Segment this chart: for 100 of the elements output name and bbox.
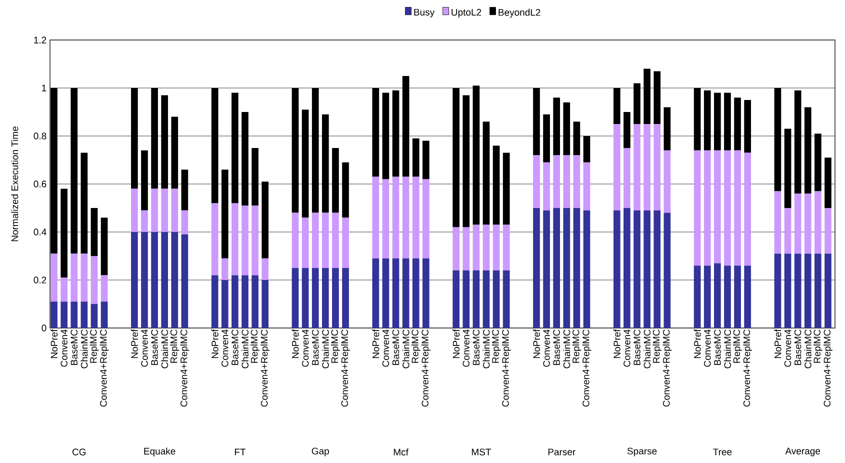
bar: [563, 208, 570, 328]
y-tick-label: 0.4: [34, 228, 46, 236]
text: Equake: [144, 448, 176, 456]
bar: [161, 188, 168, 232]
bar: [141, 232, 148, 328]
bar: [573, 122, 580, 156]
bar: [634, 124, 640, 210]
bar: [804, 194, 812, 254]
y-tick-label: 0: [42, 324, 46, 332]
bar: [50, 302, 58, 328]
bar: [402, 258, 410, 328]
bar: [70, 88, 78, 254]
x-tick-label: ReplMC: [331, 330, 340, 363]
bar: [232, 203, 238, 276]
x-tick-label: ChainMC: [322, 330, 329, 368]
x-tick-label: ReplMC: [90, 330, 99, 363]
bar: [161, 95, 168, 189]
bar: [664, 212, 671, 328]
x-tick-label: ChainMC: [804, 330, 812, 368]
x-tick-label: BaseMC: [392, 330, 400, 365]
x-tick-label: ReplMC: [411, 330, 420, 363]
text: Gap: [312, 448, 329, 456]
bar: [704, 266, 711, 328]
bar: [492, 270, 500, 328]
bar: [342, 218, 349, 268]
bar: [161, 232, 168, 328]
bar: [482, 122, 490, 225]
x-tick-label: Conven4+ReplMC: [824, 330, 832, 407]
bar: [292, 88, 299, 213]
bar: [372, 258, 380, 328]
bar: [482, 270, 490, 328]
bar: [292, 212, 299, 268]
bar: [302, 110, 309, 218]
x-tick-label: ChainMC: [482, 330, 490, 368]
bar: [654, 71, 661, 124]
bar: [262, 182, 269, 258]
bar: [774, 254, 782, 328]
bar: [312, 88, 319, 213]
bar: [472, 270, 480, 328]
x-tick-label: NoPref: [130, 329, 138, 358]
bar: [794, 194, 802, 254]
bar: [402, 76, 410, 177]
text: Parser: [548, 448, 576, 456]
x-tick-label: NoPref: [50, 329, 58, 358]
bar: [814, 254, 822, 328]
bar: [734, 150, 741, 266]
y-tick-label: 0.6: [34, 180, 46, 188]
bar: [422, 179, 430, 258]
bar: [242, 275, 248, 328]
bar: [553, 155, 560, 208]
x-tick-label: Conven4: [222, 329, 228, 367]
bar: [543, 114, 550, 162]
bar: [302, 218, 309, 268]
bar: [382, 179, 390, 258]
bar: [221, 258, 228, 280]
bar: [232, 92, 238, 204]
bar: [181, 210, 188, 234]
bar: [402, 176, 410, 258]
bar: [462, 227, 470, 270]
text: Tree: [713, 448, 732, 456]
x-tick-label: ReplMC: [170, 330, 180, 363]
bar: [613, 124, 620, 210]
x-tick-label: ChainMC: [80, 330, 88, 368]
text: CG: [72, 448, 86, 456]
bar: [472, 224, 480, 270]
bar: [232, 275, 238, 328]
x-tick-label: Conven4: [302, 329, 309, 367]
bar: [774, 88, 782, 192]
bar: [704, 150, 711, 266]
bar: [814, 134, 822, 192]
x-tick-label: Conven4: [60, 329, 68, 367]
x-tick-label: Conven4+ReplMC: [743, 330, 752, 407]
x-tick-label: ReplMC: [652, 330, 662, 363]
x-tick-label: BaseMC: [312, 330, 319, 365]
legend-label: UptoL2: [452, 8, 482, 18]
bar: [322, 114, 329, 213]
bar: [533, 208, 540, 328]
bar: [332, 268, 339, 328]
bar: [211, 203, 218, 276]
bar: [141, 150, 148, 210]
bar: [573, 155, 580, 208]
bar: [392, 176, 400, 258]
bar: [694, 150, 701, 266]
bar: [624, 208, 630, 328]
bar: [50, 88, 58, 254]
text: Average: [785, 448, 820, 456]
x-tick-label: Conven4: [784, 329, 792, 367]
x-tick-label: NoPref: [613, 329, 620, 358]
x-tick-label: ChainMC: [161, 330, 168, 368]
bar: [70, 254, 78, 302]
text: Sparse: [627, 448, 657, 456]
bar: [744, 100, 751, 153]
bar: [563, 102, 570, 156]
x-tick-label: Conven4+ReplMC: [341, 330, 350, 407]
bar: [734, 98, 741, 150]
x-tick-label: NoPref: [211, 329, 218, 358]
bar: [482, 224, 490, 270]
bar: [452, 88, 460, 228]
bar: [392, 90, 400, 177]
bar: [583, 210, 590, 328]
